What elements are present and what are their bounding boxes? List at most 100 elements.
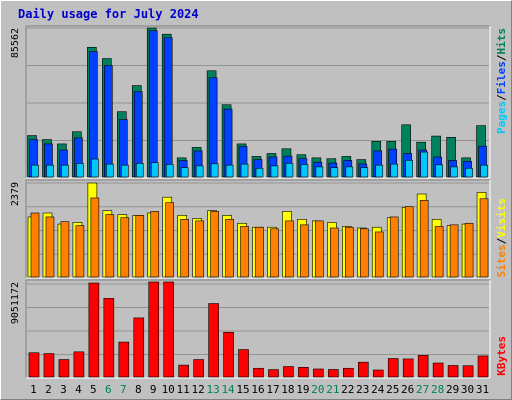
legend-sep: / (495, 54, 508, 61)
files-bar (163, 37, 173, 178)
files-bar (148, 30, 158, 178)
kbytes-bar (417, 355, 429, 378)
x-tick-label: 16 (251, 383, 264, 396)
pages-bar (121, 164, 129, 178)
legend-sites: Sites (495, 244, 508, 277)
kbytes-legend: KBytes (495, 336, 508, 376)
legend-visits: Visits (495, 198, 508, 238)
x-tick-label: 5 (90, 383, 97, 396)
x-tick-label: 1 (30, 383, 37, 396)
x-tick-label: 24 (371, 383, 385, 396)
kbytes-bar (313, 368, 324, 378)
sites-bar (270, 228, 279, 278)
pages-bar (450, 166, 458, 178)
x-tick-label: 9 (150, 383, 157, 396)
sites-bar (359, 228, 369, 278)
kbytes-bar (268, 369, 279, 378)
sites-bar (315, 220, 324, 278)
pages-bar (210, 163, 219, 178)
kbytes-bar (118, 341, 130, 378)
sites-bar (419, 200, 429, 278)
x-tick-label: 28 (431, 383, 444, 396)
files-bar (208, 77, 218, 178)
sites-bar (45, 216, 55, 278)
x-tick-label: 23 (356, 383, 369, 396)
pages-bar (195, 165, 204, 178)
x-tick-label: 13 (206, 383, 219, 396)
kbytes-bar (103, 298, 115, 378)
sites-bar (195, 220, 204, 278)
sites-bar (374, 231, 384, 278)
kbytes-bar (298, 367, 309, 378)
kbytes-bar (477, 355, 489, 378)
pages-bar (46, 164, 54, 178)
kbytes-bar (58, 359, 70, 378)
pages-bar (330, 167, 339, 178)
pages-bar (106, 163, 114, 178)
files-bar (104, 65, 113, 178)
sites-bar (464, 222, 474, 278)
sites-bar (135, 215, 145, 278)
x-tick-label: 30 (461, 383, 474, 396)
pages-bar (480, 164, 488, 178)
x-tick-label: 14 (221, 383, 235, 396)
pages-bar (420, 151, 428, 178)
sites-bar (75, 225, 85, 278)
legend-files: Files (495, 61, 508, 94)
kbytes-bar (133, 317, 145, 378)
sites-bar (240, 226, 249, 278)
hits-legend: Pages/Files/Hits (495, 28, 508, 134)
sites-bar (105, 214, 115, 278)
kbytes-bar (462, 365, 474, 378)
pages-bar (165, 164, 174, 178)
kbytes-bar (88, 282, 100, 378)
pages-bar (76, 163, 84, 178)
kbytes-bar (432, 362, 444, 378)
sites-bar (404, 206, 414, 278)
sites-bar (300, 224, 309, 278)
pages-bar (315, 166, 324, 178)
kbytes-bar (28, 352, 40, 378)
sites-bar (285, 220, 294, 278)
kbytes-bar (328, 369, 339, 378)
pages-bar (135, 163, 144, 178)
pages-bar (435, 164, 443, 178)
pages-bar (31, 164, 39, 178)
hits-ymax-label: 85562 (10, 28, 21, 58)
legend-hits: Hits (495, 28, 508, 55)
kbytes-bar (178, 364, 189, 378)
legend-pages: Pages (495, 101, 508, 134)
pages-bar (255, 167, 264, 178)
pages-bar (61, 164, 69, 178)
sites-bar (60, 221, 70, 278)
kbytes-bar (402, 358, 414, 378)
x-tick-label: 11 (177, 383, 190, 396)
kbytes-bar (148, 281, 160, 378)
x-tick-label: 18 (281, 383, 294, 396)
files-bar (89, 51, 98, 178)
kbytes-bar (238, 349, 249, 378)
pages-bar (285, 163, 294, 178)
x-tick-label: 2 (45, 383, 52, 396)
kbytes-bar (372, 369, 384, 378)
kbytes-bar (163, 281, 175, 378)
kbytes-bar (208, 303, 219, 378)
kbytes-bar (73, 351, 85, 378)
sites-bar (120, 217, 130, 278)
kbytes-bar (357, 361, 369, 378)
sites-bar (389, 216, 399, 278)
kbytes-bar (223, 332, 234, 378)
pages-bar (465, 167, 473, 178)
sites-bar (90, 197, 100, 278)
sites-bar (330, 227, 339, 278)
x-tick-label: 20 (311, 383, 324, 396)
sites-bar (434, 226, 444, 278)
pages-bar (375, 164, 384, 178)
x-tick-label: 7 (120, 383, 127, 396)
kbytes-bar (253, 367, 264, 378)
sites-bar (30, 212, 40, 278)
sites-bar (345, 226, 354, 278)
sites-bar (449, 224, 459, 278)
pages-bar (390, 163, 399, 178)
